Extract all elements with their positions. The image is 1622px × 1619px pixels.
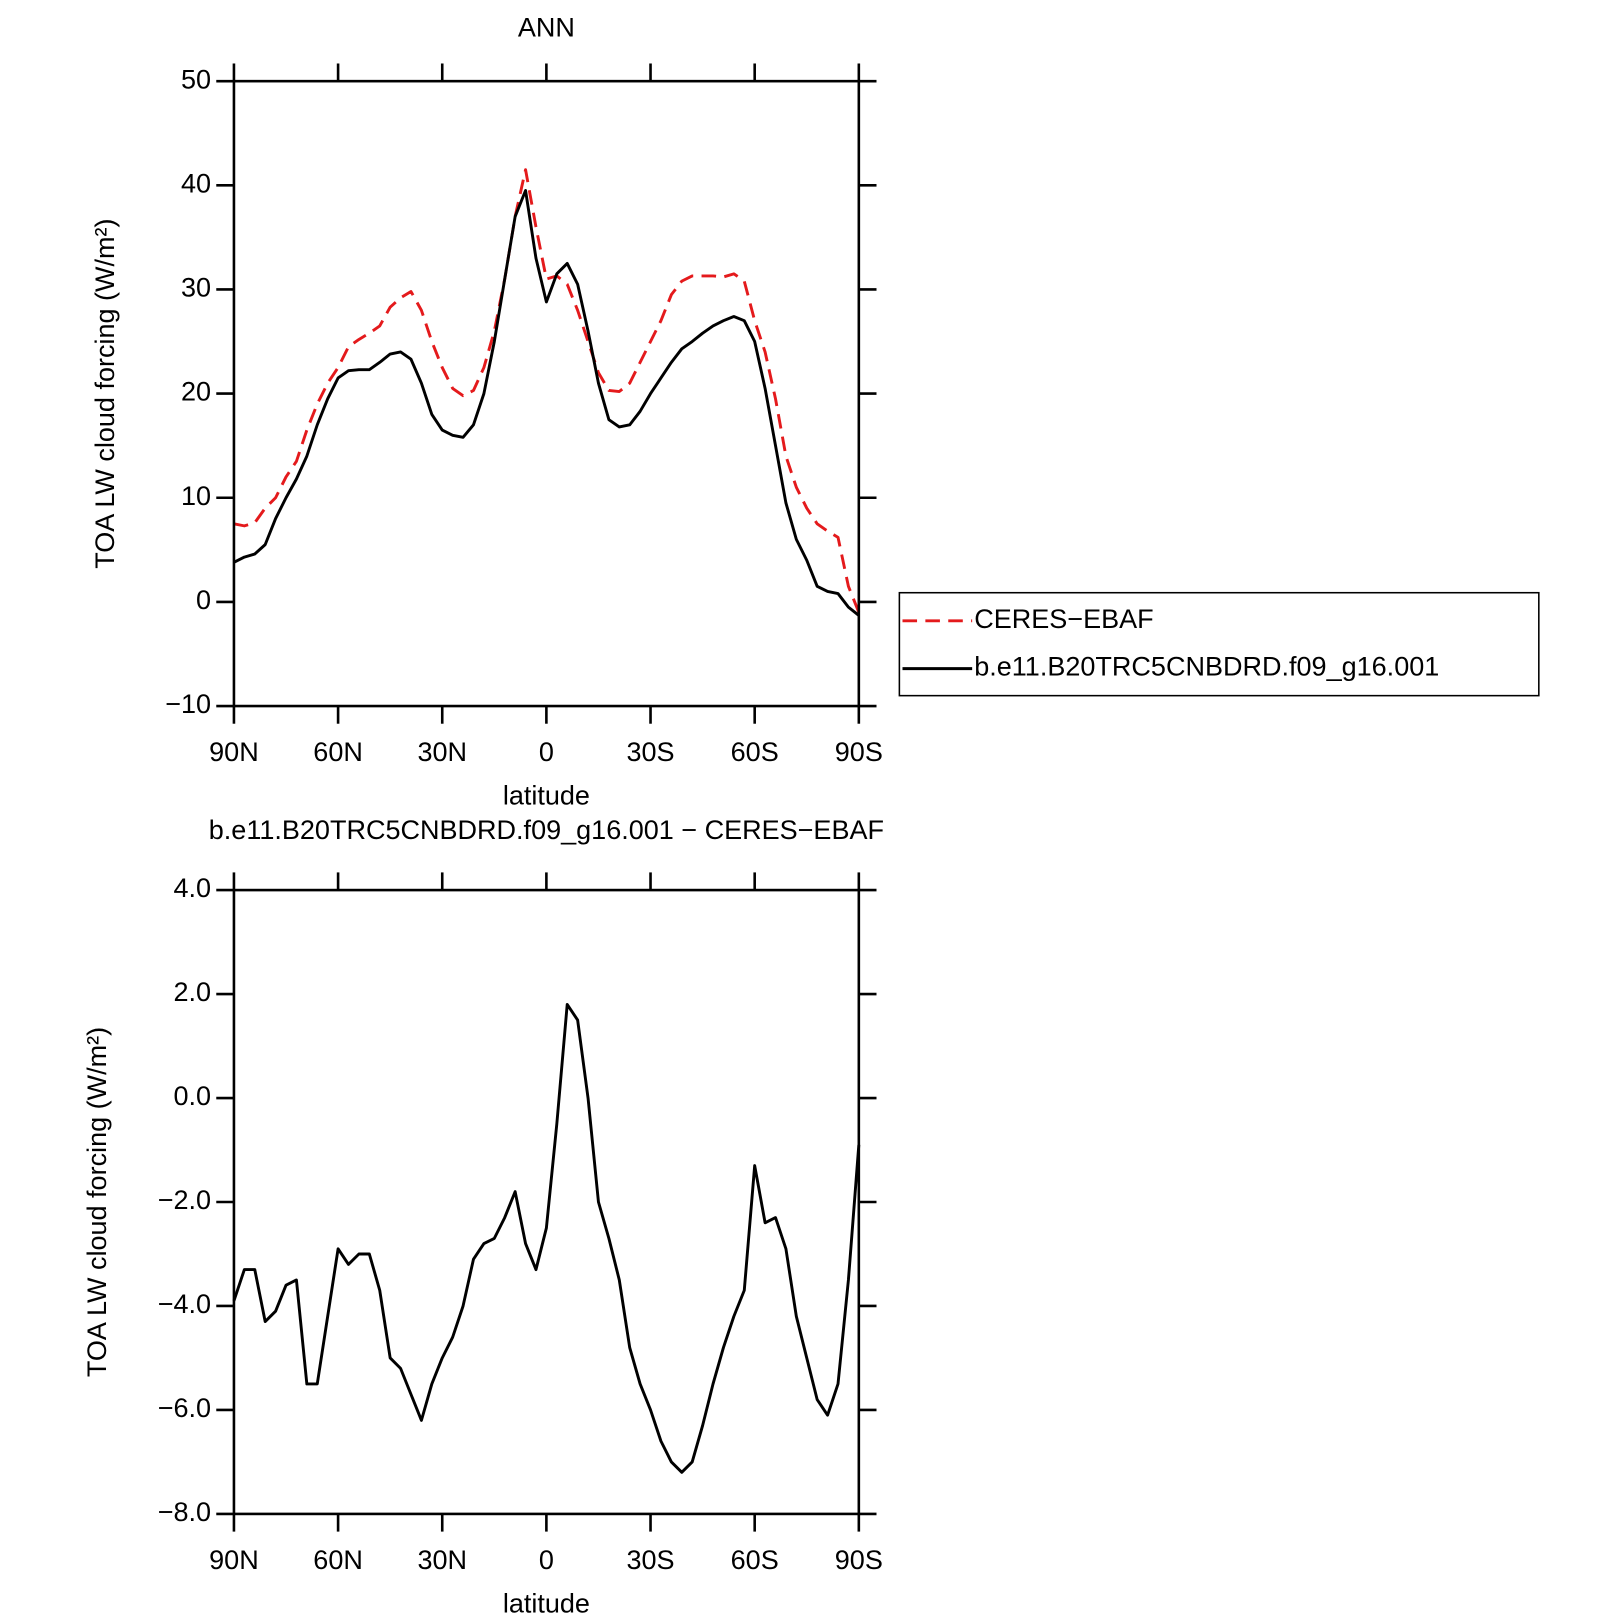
x-tick-label: 0 [539, 1545, 554, 1575]
x-tick-label: 90N [209, 737, 259, 767]
data-line [233, 189, 860, 617]
chart-title: ANN [518, 12, 575, 42]
chart-title: b.e11.B20TRC5CNBDRD.f09_g16.001 − CERES−… [209, 815, 884, 845]
y-tick-label: −10 [165, 689, 211, 719]
x-tick-label: 90N [209, 1545, 259, 1575]
y-tick-label: 0 [196, 585, 211, 615]
y-tick-label: 20 [181, 377, 211, 407]
y-tick-label: −8.0 [158, 1497, 211, 1527]
legend-box [898, 591, 1540, 697]
y-tick-label: 50 [181, 64, 211, 94]
y-tick-label: −4.0 [158, 1289, 211, 1319]
x-tick-label: 90S [835, 1545, 883, 1575]
data-line [232, 1002, 861, 1474]
y-tick-label: 4.0 [174, 873, 212, 903]
x-tick-label: 30S [626, 1545, 674, 1575]
x-tick-label: 60S [731, 1545, 779, 1575]
y-axis-label: TOA LW cloud forcing (W/m²) [82, 1027, 112, 1377]
y-tick-label: −6.0 [158, 1393, 211, 1423]
y-tick-label: 30 [181, 273, 211, 303]
y-tick-label: 10 [181, 481, 211, 511]
x-axis-label: latitude [503, 1589, 590, 1619]
x-tick-label: 60S [731, 737, 779, 767]
legend-label: b.e11.B20TRC5CNBDRD.f09_g16.001 [974, 652, 1439, 682]
y-tick-label: 2.0 [174, 977, 212, 1007]
y-tick-label: 0.0 [174, 1081, 212, 1111]
x-tick-label: 90S [835, 737, 883, 767]
plot-frame [232, 888, 861, 1516]
x-tick-label: 30N [417, 737, 467, 767]
plot-frame [232, 79, 861, 708]
x-tick-label: 0 [539, 737, 554, 767]
x-tick-label: 30S [626, 737, 674, 767]
x-tick-label: 60N [313, 1545, 363, 1575]
y-tick-label: −2.0 [158, 1185, 211, 1215]
y-axis-label: TOA LW cloud forcing (W/m²) [90, 218, 120, 568]
x-axis-label: latitude [503, 781, 590, 811]
x-tick-label: 30N [417, 1545, 467, 1575]
y-tick-label: 40 [181, 168, 211, 198]
legend-label: CERES−EBAF [974, 604, 1153, 634]
x-tick-label: 60N [313, 737, 363, 767]
